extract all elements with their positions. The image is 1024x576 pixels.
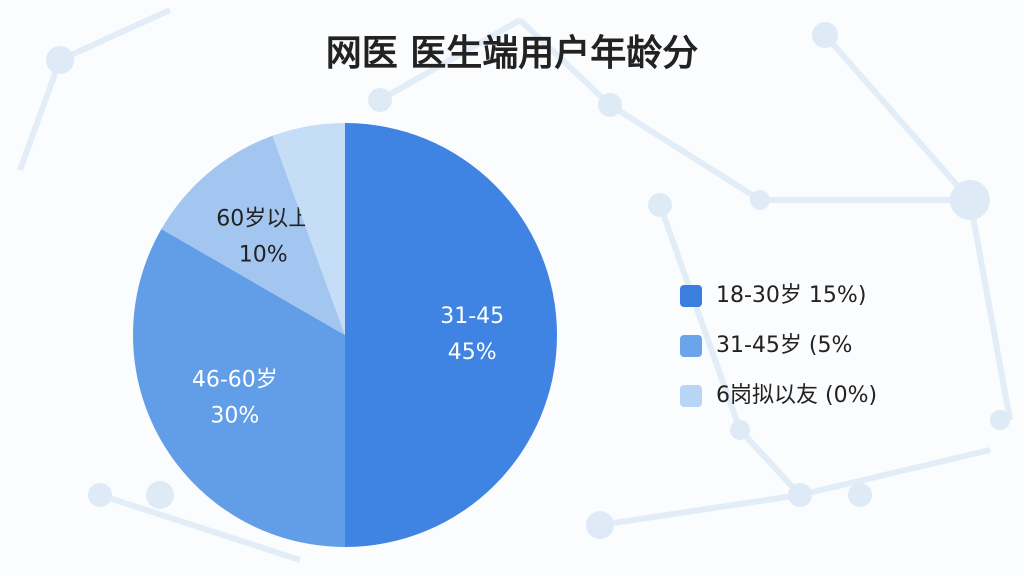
slice-category-label: 46-60岁	[192, 368, 278, 393]
legend-swatch	[680, 385, 702, 407]
legend-label: 18-30岁 15%)	[716, 283, 866, 308]
chart-title: 网医 医生端用户年龄分	[326, 33, 699, 74]
pie-slice	[132, 229, 345, 547]
slice-value-label: 45%	[448, 340, 497, 365]
slice-value-label: 10%	[239, 243, 288, 268]
legend-swatch	[680, 335, 702, 357]
legend-label: 31-45岁 (5%	[716, 333, 852, 358]
slice-value-label: 30%	[210, 404, 259, 429]
legend-label: 6岗拟以友 (0%)	[716, 383, 877, 408]
legend-swatch	[680, 285, 702, 307]
background-network	[17, 7, 1013, 563]
slice-category-label: 31-45	[440, 304, 504, 329]
slice-category-label: 60岁以上	[216, 207, 310, 232]
pie-slice	[345, 123, 557, 547]
pie-slice	[161, 135, 345, 335]
pie-slice	[272, 123, 345, 335]
